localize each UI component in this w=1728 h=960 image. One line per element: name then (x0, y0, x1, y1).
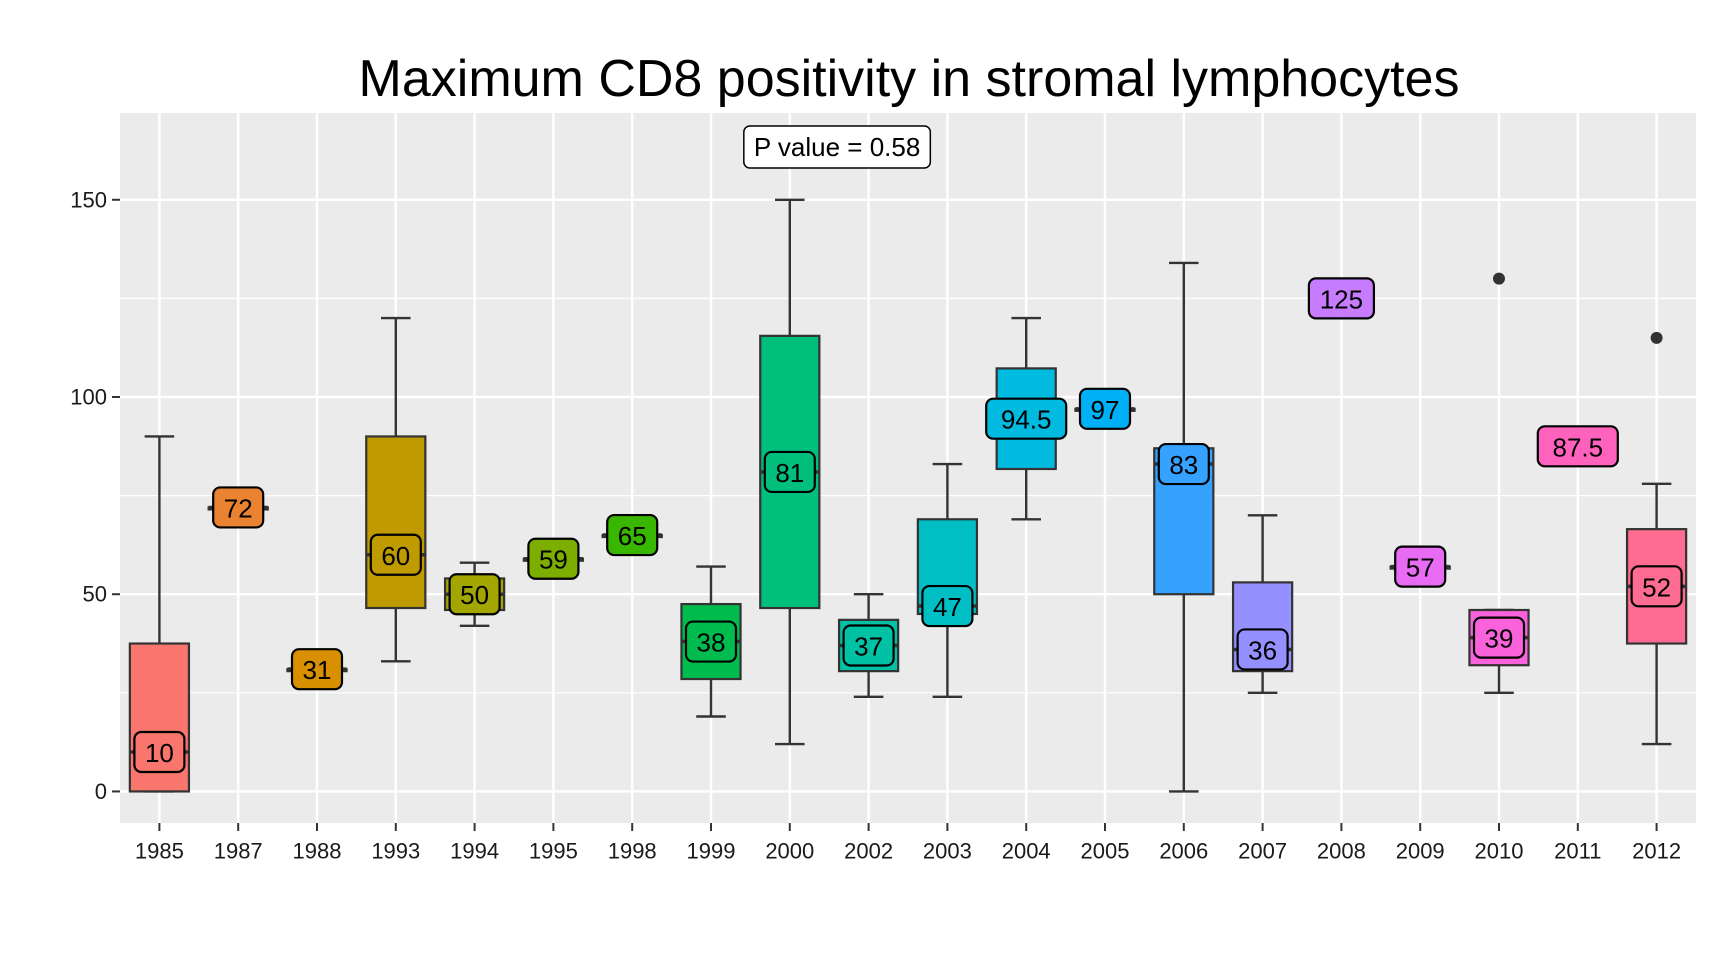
median-label-1988: 31 (290, 648, 344, 691)
median-label-box (1630, 565, 1683, 608)
median-label-2007: 36 (1236, 628, 1289, 671)
outlier-point (1650, 331, 1663, 344)
p-value-annotation: P value = 0.58 (743, 125, 932, 169)
median-label-box (290, 648, 344, 691)
x-tick-label: 1988 (293, 839, 342, 864)
median-label-text: 37 (854, 632, 883, 662)
x-tick-label: 2000 (765, 839, 814, 864)
median-label-box (1307, 277, 1376, 320)
median-label-text: 36 (1248, 635, 1277, 665)
median-label-1993: 60 (369, 533, 422, 576)
x-tick-label: 1993 (371, 839, 420, 864)
median-label-box (1236, 628, 1289, 671)
y-tick-label: 150 (70, 187, 107, 212)
y-tick-label: 50 (83, 582, 107, 607)
median-label-2009: 57 (1394, 545, 1447, 588)
x-tick-label: 2010 (1475, 839, 1524, 864)
median-label-box (448, 573, 501, 616)
median-label-box (763, 450, 816, 494)
median-label-2002: 37 (842, 624, 895, 667)
median-label-box (842, 624, 895, 667)
x-tick-label: 2008 (1317, 839, 1366, 864)
x-tick-label: 1995 (529, 839, 578, 864)
median-label-box (1394, 545, 1447, 588)
median-label-text: 72 (224, 493, 253, 523)
median-label-text: 47 (933, 592, 962, 622)
median-label-2004: 94.5 (985, 397, 1068, 440)
median-label-2000: 81 (763, 450, 816, 494)
median-label-box (369, 533, 422, 576)
outlier-point (1493, 272, 1505, 285)
x-tick-label: 1994 (450, 839, 499, 864)
median-label-1985: 10 (133, 730, 186, 774)
median-label-text: 83 (1169, 450, 1198, 480)
median-label-1995: 59 (527, 537, 580, 580)
median-label-1998: 65 (606, 513, 659, 557)
x-tick-label: 2005 (1081, 839, 1130, 864)
median-label-2006: 83 (1157, 442, 1210, 486)
median-label-2010: 39 (1472, 616, 1526, 659)
median-label-text: 94.5 (1001, 405, 1052, 435)
p-value-box (743, 125, 932, 169)
plot-panel (120, 113, 1696, 823)
y-tick-label: 100 (70, 385, 107, 410)
x-tick-label: 1999 (687, 839, 736, 864)
median-label-text: 87.5 (1552, 432, 1603, 462)
x-tick-label: 2012 (1632, 839, 1681, 864)
x-tick-label: 1998 (608, 839, 657, 864)
median-label-text: 50 (460, 580, 489, 610)
x-tick-label: 2006 (1159, 839, 1208, 864)
median-label-box (985, 397, 1068, 440)
median-label-2005: 97 (1078, 387, 1132, 430)
x-tick-label: 1985 (135, 839, 184, 864)
boxplot-1993 (365, 316, 427, 663)
x-tick-label: 2011 (1554, 839, 1601, 864)
x-tick-label: 2004 (1002, 839, 1051, 864)
median-label-text: 125 (1320, 284, 1363, 314)
median-label-2012: 52 (1630, 565, 1683, 608)
median-label-1999: 38 (684, 620, 738, 663)
x-tick-label: 1987 (214, 839, 263, 864)
median-label-text: 60 (381, 541, 410, 571)
median-label-text: 39 (1485, 624, 1514, 654)
y-axis: 0 50 100 150 (70, 187, 120, 804)
p-value-text: P value = 0.58 (754, 132, 921, 162)
median-label-text: 57 (1406, 553, 1435, 583)
x-tick-label: 2007 (1238, 839, 1287, 864)
median-label-2008: 125 (1307, 277, 1376, 320)
median-label-text: 97 (1091, 395, 1120, 425)
median-label-text: 31 (303, 655, 332, 685)
median-label-text: 65 (618, 521, 647, 551)
box (365, 435, 427, 610)
median-label-1987: 72 (212, 486, 265, 529)
median-labels: 10 72 31 60 50 59 65 38 81 37 47 94.5 97 83 36 125 57 39 8… (133, 277, 1683, 774)
median-label-box (1078, 387, 1132, 430)
median-label-text: 52 (1642, 572, 1671, 602)
median-label-box (1157, 442, 1210, 486)
median-label-text: 59 (539, 545, 568, 575)
median-label-1994: 50 (448, 573, 501, 616)
median-label-box (527, 537, 580, 580)
chart-title: Maximum CD8 positivity in stromal lympho… (359, 50, 1460, 108)
x-axis: 1985 1987 1988 1993 1994 1995 1998 1999 2000 2002… (135, 823, 1681, 864)
median-label-box (1472, 616, 1526, 659)
median-label-box (606, 513, 659, 557)
median-label-box (212, 486, 265, 529)
y-tick-label: 0 (95, 779, 107, 804)
median-label-text: 81 (775, 458, 804, 488)
median-label-text: 10 (145, 738, 174, 768)
median-label-text: 38 (697, 628, 726, 658)
x-tick-label: 2003 (923, 839, 972, 864)
median-label-box (1536, 425, 1619, 468)
median-label-box (684, 620, 738, 663)
x-tick-label: 2009 (1396, 839, 1445, 864)
median-label-box (921, 584, 974, 628)
median-label-2003: 47 (921, 584, 974, 628)
median-label-box (133, 730, 186, 774)
median-label-2011: 87.5 (1536, 425, 1619, 468)
x-tick-label: 2002 (844, 839, 893, 864)
